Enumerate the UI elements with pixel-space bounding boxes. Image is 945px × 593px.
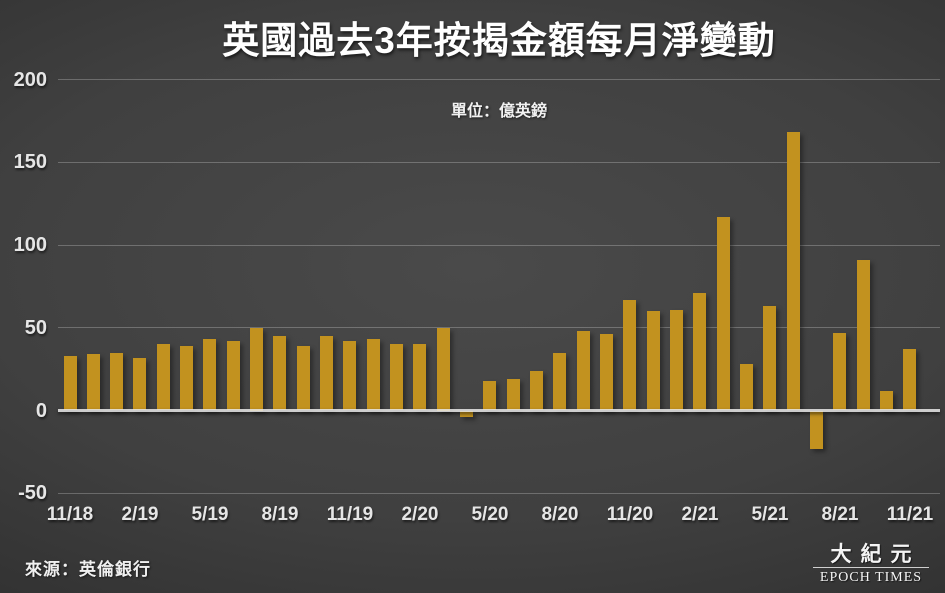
bar-7-21 <box>810 410 824 449</box>
bar-1-21 <box>670 309 684 411</box>
bar-4-21 <box>740 364 754 411</box>
gridline-100 <box>58 244 940 246</box>
bar-8-19 <box>273 336 287 411</box>
source-label: 來源：英倫銀行 <box>25 560 151 579</box>
chart-unit-label: 單位：億英鎊 <box>450 103 547 120</box>
bar-7-19 <box>250 327 264 411</box>
bar-3-20 <box>436 327 450 411</box>
gridline-50 <box>58 327 940 329</box>
bar-6-21 <box>786 132 800 411</box>
bar-1-20 <box>390 344 404 411</box>
x-tick-label: 8/21 <box>821 504 859 525</box>
x-tick-label: 11/21 <box>886 504 934 525</box>
bar-9-19 <box>296 345 310 411</box>
bar-2-20 <box>413 344 427 411</box>
bar-4-20 <box>460 410 474 418</box>
bar-9-20 <box>576 331 590 411</box>
x-tick-label: 11/20 <box>606 504 654 525</box>
logo-divider <box>813 567 929 568</box>
bar-11-19 <box>343 340 357 411</box>
bar-8-20 <box>553 352 567 411</box>
x-tick-label: 5/20 <box>471 504 509 525</box>
bar-3-21 <box>716 216 730 411</box>
x-tick-label: 11/19 <box>326 504 374 525</box>
bar-10-20 <box>600 334 614 411</box>
gridline-200 <box>58 79 940 80</box>
bar-2-19 <box>133 357 147 411</box>
bar-11-21 <box>903 349 917 411</box>
bar-10-19 <box>320 336 334 411</box>
bar-10-21 <box>880 390 894 411</box>
bar-11-18 <box>63 355 77 411</box>
bar-2-21 <box>693 292 707 411</box>
bar-5-21 <box>763 306 777 411</box>
bar-1-19 <box>110 352 124 411</box>
y-tick-label: 200 <box>13 68 47 91</box>
gridline--50 <box>58 492 940 494</box>
bar-5-19 <box>203 339 217 411</box>
y-tick-label: 150 <box>13 151 47 174</box>
y-tick-label: 100 <box>13 234 47 256</box>
x-tick-label: 5/19 <box>191 504 229 525</box>
bar-8-21 <box>833 332 847 411</box>
bar-11-20 <box>623 299 637 411</box>
epoch-times-logo: 大紀元 EPOCH TIMES <box>813 543 929 585</box>
bar-3-19 <box>156 344 170 411</box>
bar-12-18 <box>86 354 100 411</box>
logo-english-text: EPOCH TIMES <box>819 570 923 585</box>
bar-9-21 <box>856 259 870 411</box>
x-tick-label: 11/18 <box>46 504 94 525</box>
x-tick-label: 2/21 <box>681 504 719 525</box>
chart-title: 英國過去3年按揭金額每月淨變動 <box>222 20 776 61</box>
bar-4-19 <box>180 345 194 411</box>
y-tick-label: -50 <box>18 482 47 505</box>
x-tick-label: 2/20 <box>401 504 439 525</box>
y-tick-label: 50 <box>24 316 47 339</box>
bar-12-20 <box>646 311 660 411</box>
zero-axis-line <box>58 409 940 412</box>
bar-7-20 <box>530 370 544 411</box>
x-tick-label: 8/19 <box>261 504 299 525</box>
logo-chinese-text: 大紀元 <box>830 542 921 566</box>
bar-6-19 <box>226 340 240 411</box>
bar-6-20 <box>506 379 520 411</box>
x-tick-label: 8/20 <box>541 504 579 525</box>
bar-5-20 <box>483 380 497 411</box>
bar-12-19 <box>366 339 380 411</box>
x-tick-label: 5/21 <box>751 504 789 525</box>
x-tick-label: 2/19 <box>121 504 159 525</box>
y-tick-label: 0 <box>35 399 47 422</box>
gridline-150 <box>58 161 940 163</box>
